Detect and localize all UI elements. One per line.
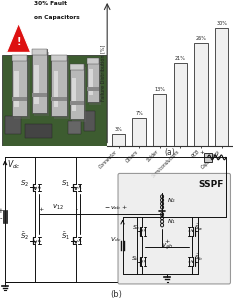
Bar <box>69 101 84 106</box>
Text: $\bar{S}_1$: $\bar{S}_1$ <box>61 230 70 242</box>
Text: -: - <box>0 215 2 221</box>
Text: $\bar{S}_b$: $\bar{S}_b$ <box>194 254 203 263</box>
Text: +: + <box>200 150 205 155</box>
Text: $V_{dc}$: $V_{dc}$ <box>110 235 121 244</box>
Bar <box>14 70 19 107</box>
Text: $N_2$: $N_2$ <box>167 196 176 205</box>
Bar <box>87 58 99 102</box>
Bar <box>54 58 69 119</box>
Text: 7%: 7% <box>135 111 143 116</box>
Bar <box>87 58 99 64</box>
Text: +: + <box>164 239 170 244</box>
Text: 13%: 13% <box>154 87 165 92</box>
Bar <box>204 153 212 161</box>
Bar <box>12 55 27 61</box>
Bar <box>32 93 47 98</box>
Bar <box>194 43 208 146</box>
Bar <box>112 134 125 146</box>
Text: on Capacitors: on Capacitors <box>34 14 80 20</box>
Bar <box>153 94 167 146</box>
Text: $S_b$: $S_b$ <box>131 254 140 263</box>
Bar <box>12 97 27 101</box>
Bar <box>32 50 47 55</box>
Text: -: - <box>76 207 78 212</box>
Bar <box>54 70 58 107</box>
Text: $v_o$: $v_o$ <box>213 153 222 162</box>
Bar <box>89 61 101 105</box>
Bar <box>84 111 95 131</box>
Text: $V_{dc}$: $V_{dc}$ <box>7 159 21 171</box>
Bar <box>87 87 99 91</box>
Text: 21%: 21% <box>175 56 186 61</box>
Bar <box>72 67 86 122</box>
Text: +: + <box>38 207 43 212</box>
Text: 30%: 30% <box>216 21 227 26</box>
Bar <box>174 63 187 146</box>
Bar <box>72 78 76 111</box>
Bar <box>34 65 38 104</box>
Text: !: ! <box>16 37 21 46</box>
Text: (b): (b) <box>111 290 122 298</box>
Text: $v_{12}$: $v_{12}$ <box>52 202 64 212</box>
Text: $N_1$: $N_1$ <box>167 217 176 226</box>
Bar <box>69 64 84 119</box>
Text: +: + <box>0 208 3 214</box>
Text: 26%: 26% <box>195 36 206 41</box>
Text: $S_1$: $S_1$ <box>61 178 70 188</box>
Text: $\bar{S}_a$: $\bar{S}_a$ <box>194 223 203 232</box>
Bar <box>34 52 49 116</box>
Text: 3%: 3% <box>115 127 122 132</box>
Bar <box>14 58 30 119</box>
Bar <box>215 28 228 146</box>
Bar <box>89 69 93 95</box>
Bar <box>12 55 27 116</box>
Bar <box>5 116 21 134</box>
Bar <box>68 121 81 134</box>
Text: $S_2$: $S_2$ <box>20 178 29 188</box>
Bar <box>51 55 67 61</box>
Text: (a): (a) <box>165 148 175 158</box>
Bar <box>132 118 146 146</box>
Bar <box>51 97 67 101</box>
Text: $-\,v_{ab}\,+$: $-\,v_{ab}\,+$ <box>104 203 129 212</box>
Text: 30% Fault: 30% Fault <box>34 2 67 7</box>
Text: $\bar{S}_2$: $\bar{S}_2$ <box>20 230 29 242</box>
Polygon shape <box>2 55 107 146</box>
Polygon shape <box>7 23 31 52</box>
FancyBboxPatch shape <box>118 173 230 284</box>
Bar <box>25 124 52 138</box>
Bar <box>69 64 84 70</box>
Text: SSPF: SSPF <box>199 180 224 189</box>
Text: -: - <box>166 247 168 252</box>
Bar <box>32 50 47 113</box>
Text: $v_{ab}$: $v_{ab}$ <box>161 242 173 251</box>
Bar <box>51 55 67 116</box>
Text: $S_a$: $S_a$ <box>132 223 140 232</box>
Y-axis label: Failure Distribution [%]: Failure Distribution [%] <box>101 45 106 101</box>
